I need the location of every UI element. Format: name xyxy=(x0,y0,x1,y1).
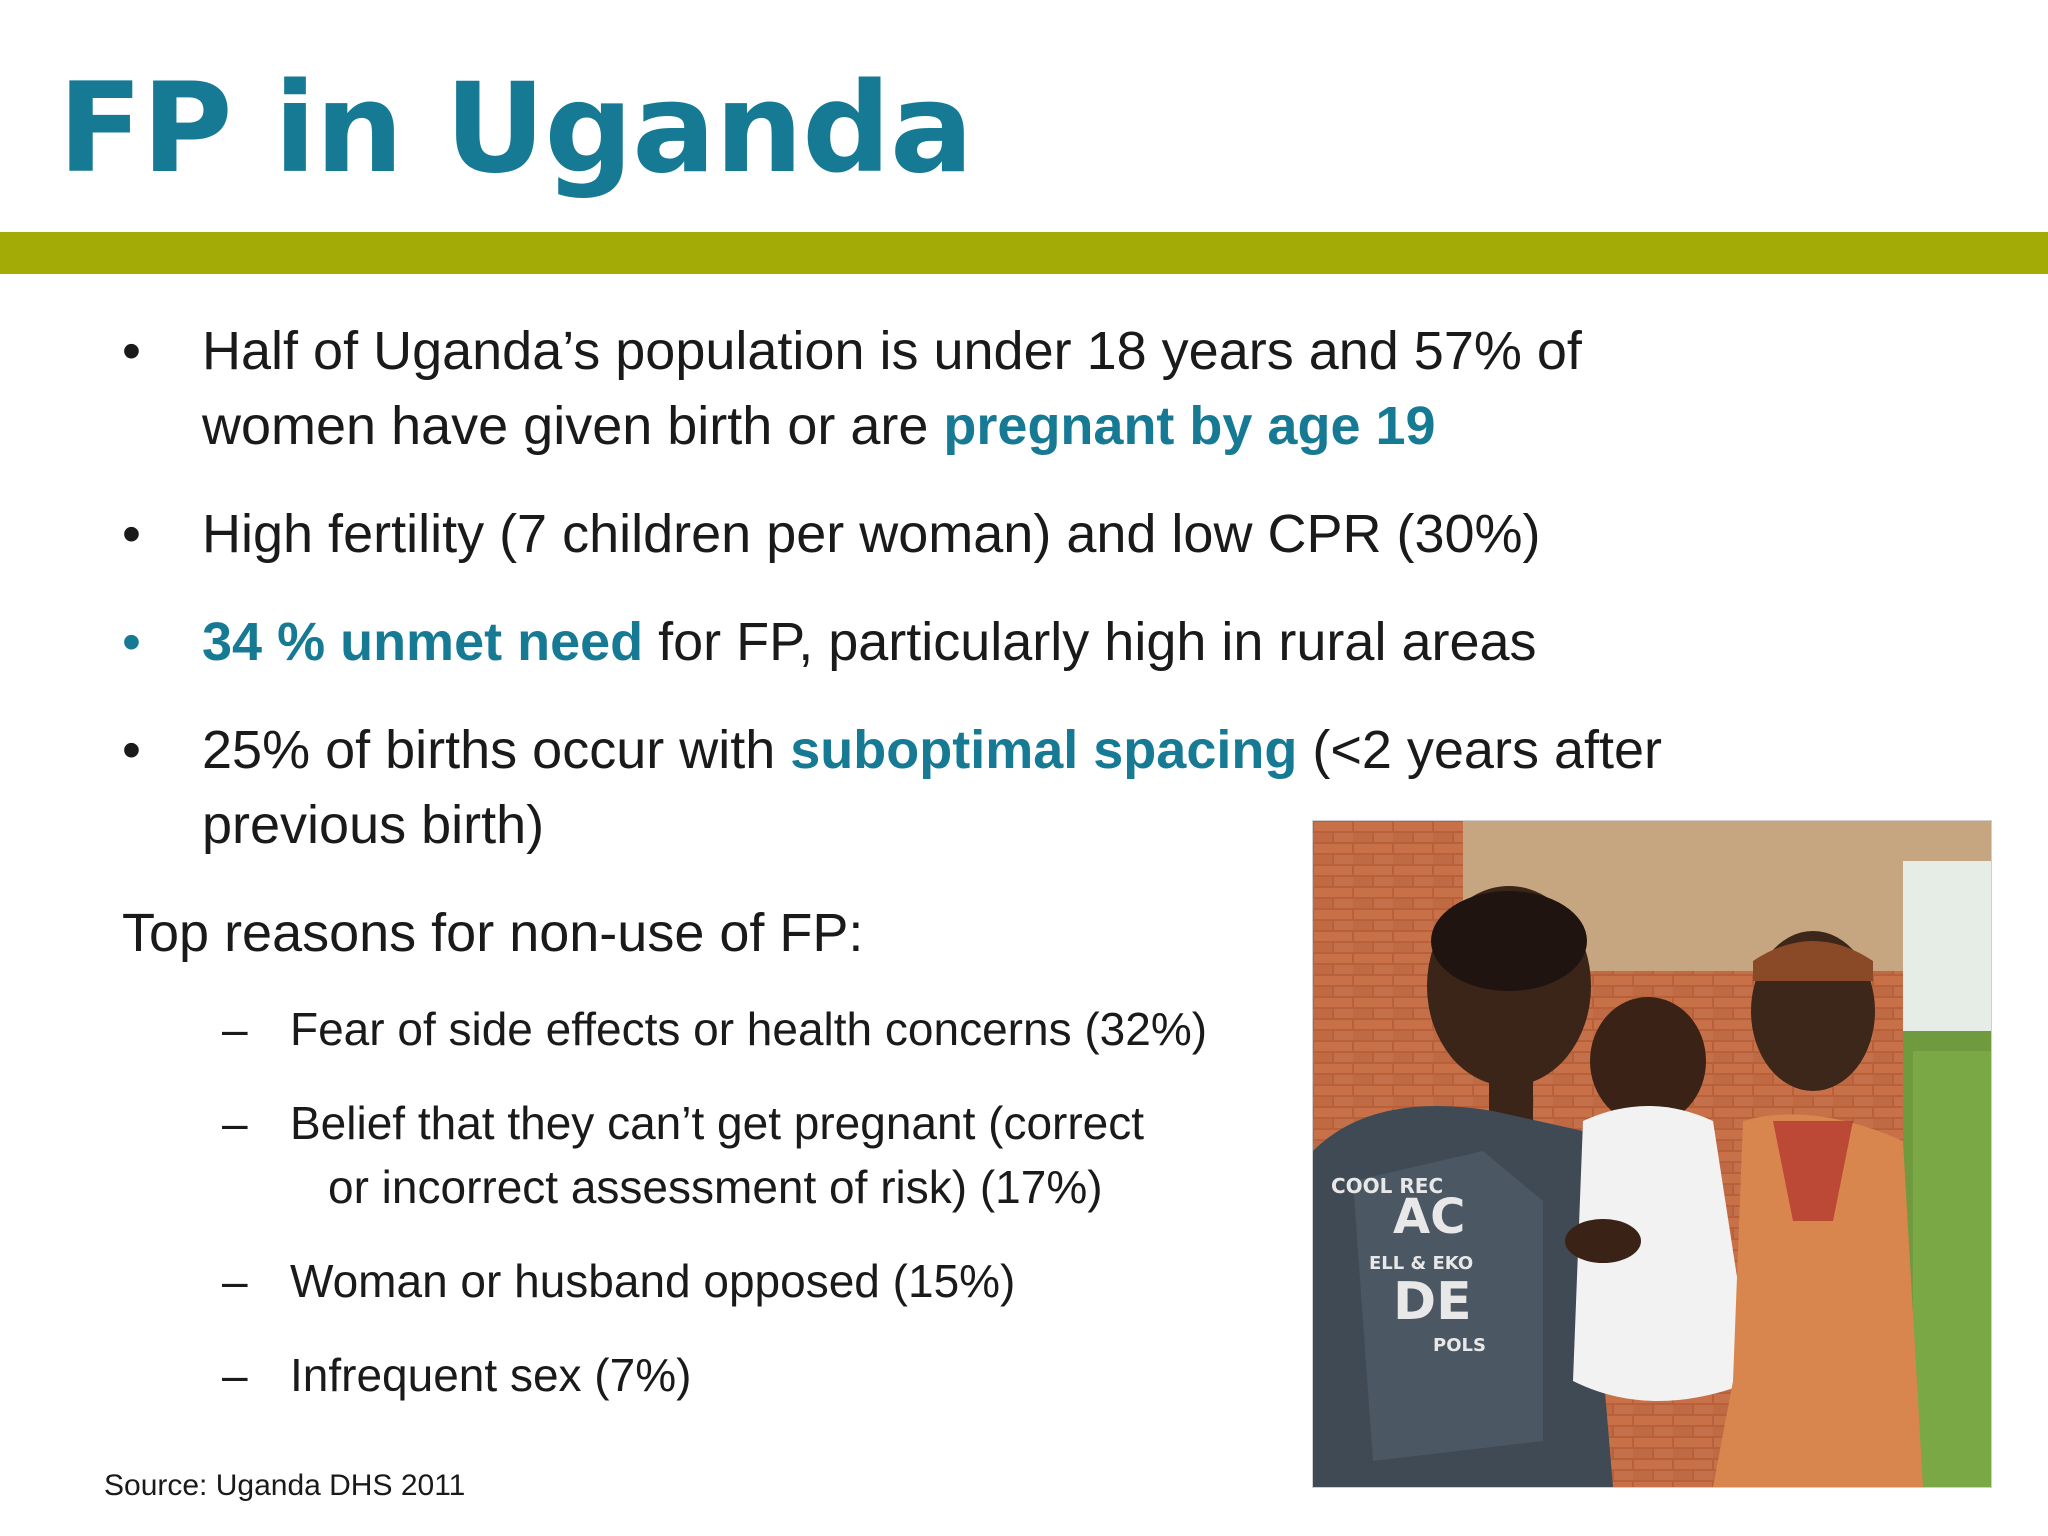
shirt-print-text: AC xyxy=(1393,1189,1465,1245)
bullet-item: • 34 % unmet need for FP, particularly h… xyxy=(118,605,1678,680)
reason-item: – Woman or husband opposed (15%) xyxy=(222,1249,1282,1313)
bullet-highlight: pregnant by age 19 xyxy=(943,396,1436,456)
bullet-dot: • xyxy=(122,612,141,672)
bullet-dot: • xyxy=(122,321,141,381)
shirt-print-text: COOL REC xyxy=(1331,1174,1443,1198)
reason-text: Woman or husband opposed (15%) xyxy=(290,1255,1016,1307)
bullet-text: 25% of births occur with xyxy=(202,720,791,780)
reason-text-continued: or incorrect assessment of risk) (17%) xyxy=(328,1161,1103,1213)
reason-item: – Fear of side effects or health concern… xyxy=(222,997,1282,1061)
reason-text: Belief that they can’t get pregnant (cor… xyxy=(290,1097,1145,1149)
bullet-text: High fertility (7 children per woman) an… xyxy=(202,504,1541,564)
dash-marker: – xyxy=(222,1255,248,1307)
dash-marker: – xyxy=(222,1003,248,1055)
slide-title: FP in Uganda xyxy=(58,57,974,201)
dash-marker: – xyxy=(222,1349,248,1401)
bullet-item: • High fertility (7 children per woman) … xyxy=(118,497,1678,572)
reason-item: – Infrequent sex (7%) xyxy=(222,1343,1282,1407)
dash-marker: – xyxy=(222,1097,248,1149)
bullet-dot: • xyxy=(122,504,141,564)
bullet-dot: • xyxy=(122,720,141,780)
bullet-highlight: 34 % unmet need xyxy=(202,612,644,672)
bullet-text: for FP, particularly high in rural areas xyxy=(643,612,1537,672)
title-divider-bar xyxy=(0,232,2048,274)
family-photo: COOL REC AC ELL & EKO DE POLS xyxy=(1312,820,1992,1488)
shirt-print-text: POLS xyxy=(1433,1335,1486,1356)
bullet-text: Half of Uganda’s population is under 18 … xyxy=(202,321,1582,456)
bullet-highlight: suboptimal spacing xyxy=(790,720,1298,780)
shirt-print-text: ELL & EKO xyxy=(1369,1253,1473,1274)
shirt-print-text: DE xyxy=(1393,1272,1472,1332)
reasons-list: – Fear of side effects or health concern… xyxy=(222,997,1282,1437)
reasons-heading: Top reasons for non-use of FP: xyxy=(122,903,864,963)
reason-text: Infrequent sex (7%) xyxy=(290,1349,692,1401)
bullet-item: • Half of Uganda’s population is under 1… xyxy=(118,314,1678,464)
bullet-list: • Half of Uganda’s population is under 1… xyxy=(118,314,1678,896)
reason-text: Fear of side effects or health concerns … xyxy=(290,1003,1208,1055)
bullet-item: • 25% of births occur with suboptimal sp… xyxy=(118,713,1678,863)
family-photo-illustration: COOL REC AC ELL & EKO DE POLS xyxy=(1313,821,1991,1487)
source-citation: Source: Uganda DHS 2011 xyxy=(104,1469,466,1502)
bullet-text: (<2 years after previous birth) xyxy=(202,720,1663,855)
reason-item: – Belief that they can’t get pregnant (c… xyxy=(222,1091,1282,1219)
